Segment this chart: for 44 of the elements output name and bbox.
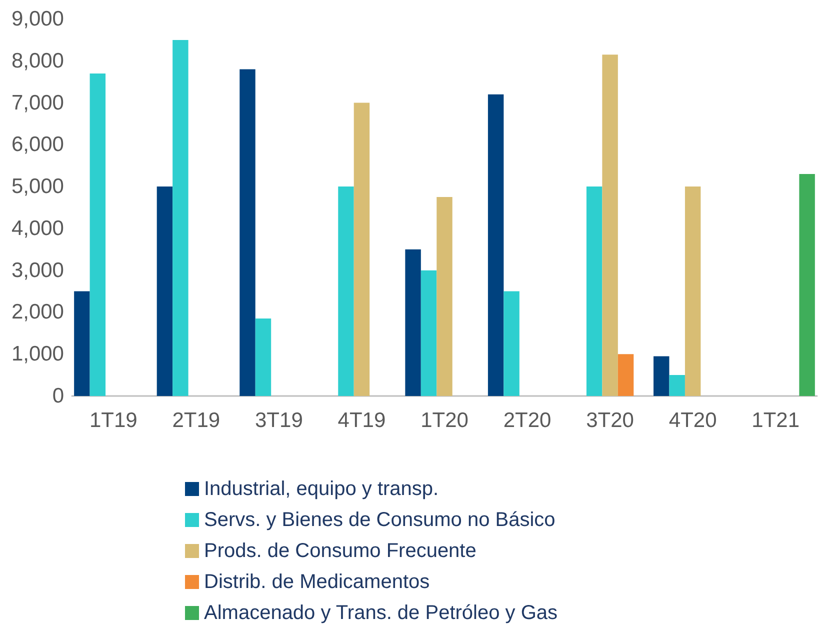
- bar: [338, 186, 354, 396]
- x-tick-label: 1T21: [752, 409, 800, 432]
- x-tick-label: 2T20: [503, 409, 552, 432]
- bar: [618, 354, 634, 396]
- legend-label: Almacenado y Trans. de Petróleo y Gas: [204, 602, 558, 624]
- bar: [669, 375, 685, 396]
- x-tick-label: 3T20: [586, 409, 634, 432]
- bar: [90, 73, 106, 396]
- bar: [405, 249, 421, 396]
- bar: [172, 40, 188, 396]
- y-tick-label: 9,000: [11, 8, 64, 30]
- bar: [799, 174, 815, 396]
- legend-label: Distrib. de Medicamentos: [204, 571, 430, 593]
- bar: [74, 291, 90, 396]
- bar: [240, 69, 256, 396]
- bar: [354, 102, 370, 396]
- bar: [504, 291, 520, 396]
- x-tick-label: 4T19: [338, 409, 386, 432]
- bar: [586, 186, 602, 396]
- y-tick-label: 7,000: [11, 91, 64, 114]
- bar: [255, 318, 272, 396]
- bar: [488, 94, 504, 396]
- bar: [654, 356, 670, 396]
- bar: [420, 270, 437, 396]
- x-tick-label: 1T20: [420, 409, 468, 432]
- legend-label: Prods. de Consumo Frecuente: [204, 540, 476, 562]
- legend-label: Industrial, equipo y transp.: [204, 478, 439, 500]
- bar: [684, 186, 701, 396]
- y-tick-label: 3,000: [11, 258, 64, 282]
- x-tick-label: 3T19: [255, 409, 303, 432]
- bar: [602, 54, 618, 396]
- x-tick-label: 2T19: [172, 409, 220, 432]
- y-tick-label: 2,000: [11, 300, 64, 324]
- y-tick-label: 1,000: [11, 342, 64, 366]
- x-tick-label: 1T19: [89, 409, 138, 432]
- y-tick-label: 4,000: [11, 216, 64, 240]
- bar: [156, 186, 173, 396]
- bar: [436, 197, 452, 396]
- legend-label: Servs. y Bienes de Consumo no Básico: [204, 509, 556, 531]
- y-tick-label: 5,000: [11, 175, 64, 198]
- y-tick-label: 8,000: [11, 49, 64, 72]
- y-tick-label: 0: [52, 384, 64, 408]
- x-tick-label: 4T20: [668, 409, 717, 432]
- y-tick-label: 6,000: [11, 133, 64, 156]
